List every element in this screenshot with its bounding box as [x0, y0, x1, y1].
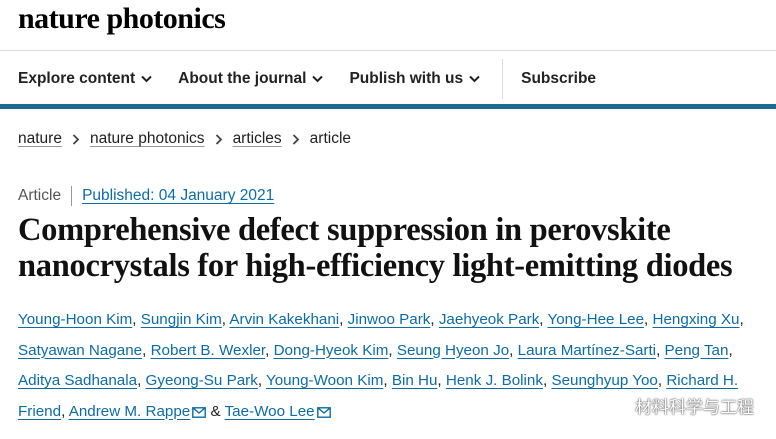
- breadcrumb-link[interactable]: nature: [18, 130, 62, 147]
- chevron-down: [141, 75, 152, 83]
- author-separator: ,: [339, 311, 344, 328]
- author-link[interactable]: Young-Woon Kim: [266, 372, 384, 389]
- watermark: 材料科学与工程: [603, 393, 754, 418]
- author-link[interactable]: Young-Hoon Kim: [18, 311, 133, 328]
- article-type: Article: [18, 187, 62, 204]
- author-link[interactable]: Henk J. Bolink: [445, 372, 543, 389]
- author-separator: ,: [542, 372, 548, 389]
- author-separator: ,: [221, 311, 227, 328]
- author-link[interactable]: Andrew M. Rappe: [68, 402, 191, 420]
- author-separator: ,: [728, 341, 733, 359]
- header-bar: [0, 104, 776, 109]
- chevron-right: [72, 133, 80, 145]
- nav-bar: Explore content About the journal Publis…: [18, 59, 622, 99]
- author-link[interactable]: Dong-Hyeok Kim: [273, 341, 389, 359]
- author-link[interactable]: Tae-Woo Lee: [224, 402, 315, 420]
- author-separator: ,: [142, 341, 147, 359]
- author-separator: ,: [265, 341, 270, 359]
- author-link[interactable]: Jinwoo Park: [347, 311, 431, 328]
- author-separator: ,: [430, 311, 435, 328]
- nav-item[interactable]: Explore content: [18, 70, 152, 88]
- published-date[interactable]: Published: 04 January 2021: [82, 187, 275, 204]
- nav-item[interactable]: Publish with us: [349, 70, 480, 88]
- author-link[interactable]: Seunghyup Yoo: [551, 372, 658, 389]
- author-separator: ,: [383, 372, 388, 389]
- nav-label: About the journal: [178, 70, 307, 87]
- meta-separator: [71, 186, 73, 206]
- author-link[interactable]: Hengxing Xu: [652, 311, 740, 328]
- author-conjunction: &: [210, 402, 221, 420]
- nav-item[interactable]: About the journal: [178, 70, 324, 88]
- author-separator: ,: [132, 311, 137, 328]
- article-meta: Article Published: 04 January 2021: [18, 186, 274, 206]
- nav-label: Explore content: [18, 70, 136, 87]
- author-link[interactable]: Arvin Kakekhani: [229, 311, 340, 328]
- author-link[interactable]: Bin Hu: [391, 372, 438, 389]
- logo[interactable]: nature photonics: [18, 2, 226, 35]
- author-link[interactable]: Satyawan Nagane: [18, 341, 143, 359]
- email-icon[interactable]: [192, 406, 207, 418]
- nav-separator: [502, 59, 504, 99]
- author-link[interactable]: Seung Hyeon Jo: [396, 341, 510, 359]
- author-separator: ,: [257, 372, 263, 389]
- breadcrumbs: nature nature photonics articles article: [18, 130, 351, 148]
- subscribe-link[interactable]: Subscribe: [521, 70, 596, 88]
- author-link[interactable]: Yong-Hee Lee: [547, 311, 645, 328]
- author-separator: ,: [656, 341, 661, 359]
- author-link[interactable]: Jaehyeok Park: [438, 311, 540, 328]
- author-separator: ,: [137, 372, 142, 389]
- breadcrumb-link[interactable]: articles: [232, 130, 282, 147]
- author-link[interactable]: Laura Martínez-Sarti: [517, 341, 657, 359]
- watermark-text: 材料科学与工程: [635, 398, 754, 417]
- author-separator: ,: [657, 372, 663, 389]
- author-link[interactable]: Robert B. Wexler: [150, 341, 266, 359]
- chevron-down: [469, 75, 480, 83]
- chevron-down: [312, 75, 324, 83]
- author-link[interactable]: Sungjin Kim: [140, 311, 222, 328]
- article-title: Comprehensive defect suppression in pero…: [18, 212, 733, 284]
- wechat-icon: [603, 395, 629, 416]
- author-separator: ,: [61, 402, 66, 420]
- chevron-right: [215, 133, 222, 145]
- author-link[interactable]: Aditya Sadhanala: [18, 372, 138, 389]
- divider: [0, 50, 776, 51]
- nav-label: Subscribe: [521, 70, 597, 87]
- breadcrumb-link[interactable]: nature photonics: [89, 130, 205, 147]
- author-link[interactable]: Peng Tan: [664, 341, 729, 359]
- nav-label: Publish with us: [349, 70, 464, 87]
- author-separator: ,: [509, 341, 514, 359]
- breadcrumb-current: article: [309, 130, 352, 147]
- chevron-right: [292, 133, 299, 145]
- author-list: Young-Hoon Kim, Sungjin Kim, Arvin Kakek…: [18, 305, 763, 427]
- email-icon[interactable]: [316, 406, 331, 418]
- author-separator: ,: [739, 311, 744, 328]
- author-link[interactable]: Richard H. Friend: [18, 372, 739, 420]
- author-separator: ,: [437, 372, 442, 389]
- author-separator: ,: [388, 341, 393, 359]
- author-separator: ,: [644, 311, 649, 328]
- author-separator: ,: [539, 311, 544, 328]
- author-link[interactable]: Gyeong-Su Park: [145, 372, 258, 389]
